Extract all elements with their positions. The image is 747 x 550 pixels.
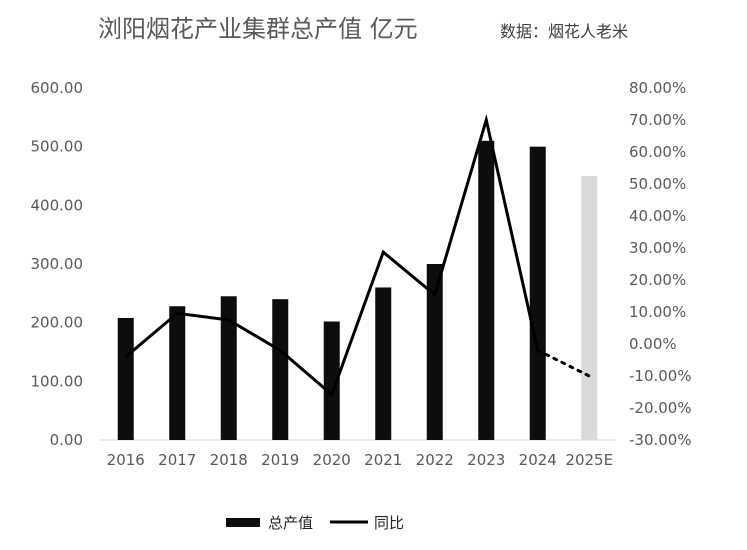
yoy-line — [124, 114, 540, 398]
y-left-tick-label: 600.00 — [31, 79, 84, 97]
bar — [375, 287, 392, 440]
y-right-tick-label: 80.00% — [629, 79, 686, 97]
bar — [323, 321, 340, 440]
x-tick-label: 2019 — [261, 451, 299, 469]
y-right-tick-label: 40.00% — [629, 207, 686, 225]
y-right-tick-label: 60.00% — [629, 143, 686, 161]
x-tick-label: 2023 — [467, 451, 505, 469]
x-tick-label: 2020 — [313, 451, 351, 469]
data-source: 数据：烟花人老米 — [500, 22, 628, 41]
y-right-tick-label: -30.00% — [629, 431, 692, 449]
y-left-tick-label: 500.00 — [31, 138, 84, 156]
line-series — [124, 114, 591, 398]
bar — [169, 306, 186, 440]
bar — [478, 140, 495, 441]
legend: 总产值 同比 — [226, 514, 404, 532]
bar — [220, 296, 237, 440]
bar-series — [117, 140, 598, 441]
y-right-tick-label: -10.00% — [629, 367, 692, 385]
y-left-tick-label: 0.00 — [50, 431, 83, 449]
bar — [272, 299, 289, 440]
x-tick-label: 2022 — [416, 451, 454, 469]
legend-label-bar: 总产值 — [268, 514, 313, 532]
legend-swatch-bar — [226, 518, 260, 527]
bar — [426, 264, 443, 440]
x-tick-label: 2024 — [519, 451, 557, 469]
x-tick-label: 2018 — [210, 451, 248, 469]
x-tick-label: 2016 — [107, 451, 145, 469]
yoy-line-forecast — [536, 348, 591, 378]
y-left-tick-label: 200.00 — [31, 314, 84, 332]
watermark: 知乎 @烟花迷-藤清咨询 — [497, 510, 700, 532]
y-left-tick-label: 300.00 — [31, 255, 84, 273]
axes: 0.00 100.00 200.00 300.00 400.00 500.00 600.00… — [31, 79, 692, 469]
bar — [529, 146, 546, 440]
y-right-tick-label: 30.00% — [629, 239, 686, 257]
y-right-tick-label: 70.00% — [629, 111, 686, 129]
y-right-tick-label: 20.00% — [629, 271, 686, 289]
x-tick-label: 2025E — [565, 451, 613, 469]
x-tick-label: 2021 — [364, 451, 402, 469]
legend-label-line: 同比 — [374, 514, 404, 532]
y-right-tick-label: 0.00% — [629, 335, 677, 353]
y-right-tick-label: 10.00% — [629, 303, 686, 321]
y-left-tick-label: 400.00 — [31, 196, 84, 214]
y-right-tick-label: -20.00% — [629, 399, 692, 417]
y-left-tick-label: 100.00 — [31, 372, 84, 390]
bar-forecast — [581, 176, 598, 440]
chart-title: 浏阳烟花产业集群总产值 亿元 — [98, 15, 418, 43]
x-tick-label: 2017 — [158, 451, 196, 469]
y-right-tick-label: 50.00% — [629, 175, 686, 193]
bar — [117, 317, 134, 440]
